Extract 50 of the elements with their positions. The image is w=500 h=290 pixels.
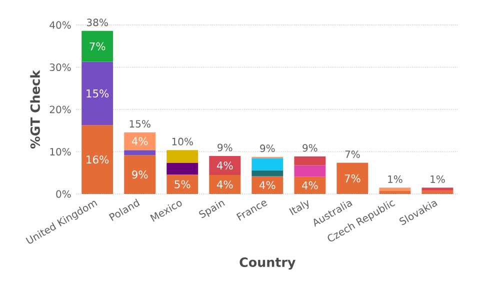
total-label: 9%	[302, 144, 318, 152]
bar	[379, 188, 411, 192]
bar	[294, 156, 326, 166]
data-label: 5%	[174, 180, 190, 188]
data-label: 4%	[132, 137, 148, 146]
data-label: 16%	[86, 156, 109, 164]
bar	[209, 174, 241, 194]
bar	[166, 150, 198, 163]
data-label: 9%	[132, 170, 148, 179]
y-tick-label: 30%	[50, 63, 71, 72]
total-label: 10%	[172, 138, 193, 146]
data-label: 7%	[344, 174, 360, 182]
bar	[379, 191, 411, 194]
bar	[252, 158, 284, 170]
total-label: 1%	[430, 175, 445, 183]
bar	[422, 188, 454, 191]
bar	[124, 150, 156, 156]
bar	[166, 174, 198, 194]
bar	[209, 156, 241, 175]
total-label: 9%	[218, 144, 232, 152]
data-label: 15%	[86, 89, 109, 98]
y-tick-label: 0%	[56, 190, 71, 198]
total-label: 1%	[388, 175, 402, 183]
bar	[252, 176, 284, 194]
bar	[82, 30, 114, 62]
x-axis-title: Country	[240, 257, 296, 270]
bar	[336, 162, 368, 194]
data-label: 7%	[90, 42, 106, 50]
bar	[294, 165, 326, 177]
bar	[82, 125, 114, 194]
bar	[124, 155, 156, 194]
data-label: 4%	[216, 180, 233, 189]
total-label: 9%	[260, 144, 275, 152]
bar	[124, 132, 156, 150]
bar	[252, 170, 284, 176]
data-label: 4%	[302, 181, 318, 190]
bar	[166, 162, 198, 175]
y-tick-label: 20%	[50, 106, 71, 114]
total-label: 15%	[130, 120, 150, 128]
total-label: 7%	[345, 150, 360, 158]
y-axis-title: %GT Check	[30, 70, 40, 148]
bar	[294, 176, 326, 194]
bar	[82, 62, 114, 126]
data-label: 4%	[259, 181, 276, 190]
y-tick-label: 10%	[50, 148, 71, 156]
total-label: 38%	[86, 18, 108, 26]
x-tick-label: Italy	[289, 200, 309, 216]
y-tick-label: 40%	[50, 21, 71, 29]
bar	[422, 190, 454, 194]
data-label: 4%	[216, 161, 233, 170]
